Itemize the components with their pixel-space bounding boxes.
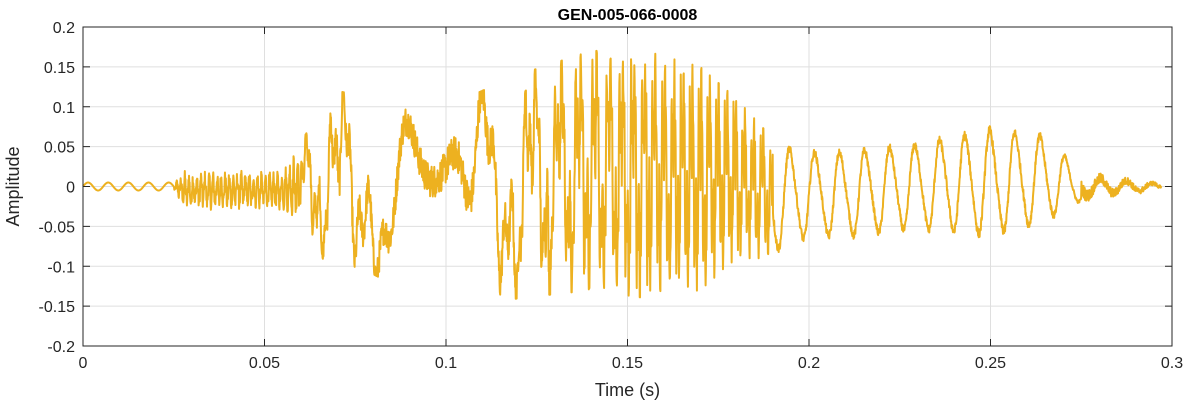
x-tick-label: 0.25 — [975, 355, 1006, 372]
x-tick-label: 0 — [79, 355, 88, 372]
waveform-series-line — [82, 49, 1163, 300]
tick-marks — [82, 26, 1173, 347]
chart-title: GEN-005-066-0008 — [558, 7, 698, 24]
x-tick-label: 0.3 — [1161, 355, 1183, 372]
x-tick-label: 0.1 — [435, 355, 457, 372]
y-tick-labels: -0.2 -0.15 -0.1 -0.05 0 0.05 0.1 0.15 0.2 — [39, 20, 76, 356]
y-tick-label: -0.1 — [47, 259, 75, 276]
y-tick-label: 0 — [66, 180, 75, 197]
y-tick-label: -0.2 — [47, 339, 75, 356]
x-tick-label: 0.05 — [249, 355, 280, 372]
x-tick-label: 0.2 — [798, 355, 820, 372]
y-tick-label: 0.05 — [44, 140, 75, 157]
y-tick-label: -0.05 — [39, 219, 76, 236]
x-axis-label: Time (s) — [595, 380, 660, 400]
series-group — [82, 49, 1163, 300]
y-tick-label: 0.1 — [53, 100, 75, 117]
y-axis-label: Amplitude — [3, 146, 23, 226]
x-tick-label: 0.15 — [612, 355, 643, 372]
y-tick-label: 0.15 — [44, 60, 75, 77]
x-tick-labels: 0 0.05 0.1 0.15 0.2 0.25 0.3 — [79, 355, 1184, 372]
y-tick-label: -0.15 — [39, 299, 76, 316]
y-tick-label: 0.2 — [53, 20, 75, 37]
